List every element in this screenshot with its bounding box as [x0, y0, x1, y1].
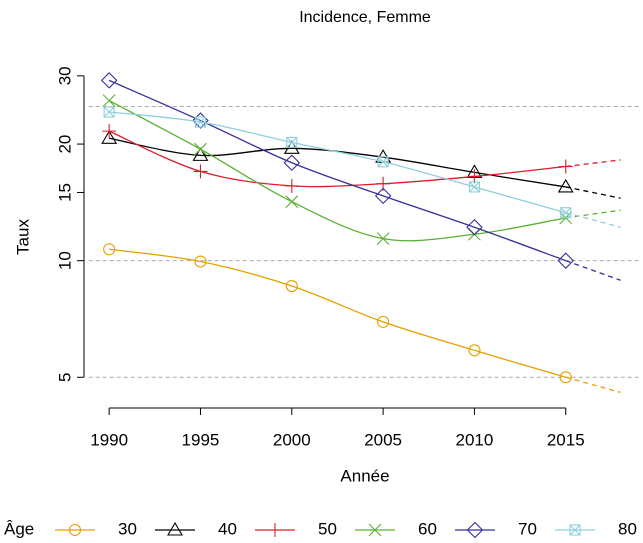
legend-label: 60 — [418, 519, 437, 538]
x-tick-label: 1990 — [90, 430, 128, 449]
marker — [285, 195, 299, 209]
y-tick-label: 30 — [55, 66, 74, 85]
marker — [283, 154, 301, 172]
series-line — [109, 248, 566, 378]
marker — [467, 169, 482, 184]
marker — [286, 136, 298, 148]
marker — [560, 207, 572, 219]
marker — [194, 142, 207, 156]
projection-line — [565, 186, 621, 199]
marker — [376, 232, 390, 246]
marker — [368, 523, 382, 537]
marker — [100, 72, 118, 89]
marker — [374, 187, 392, 205]
marker — [377, 315, 390, 328]
series-line — [108, 100, 566, 242]
marker — [268, 523, 282, 537]
legend-label: 50 — [318, 519, 337, 538]
marker — [466, 521, 484, 539]
marker — [559, 371, 572, 384]
series-line — [108, 79, 566, 262]
x-tick-label: 2005 — [364, 430, 402, 449]
marker — [101, 130, 118, 144]
legend-title: Âge — [4, 519, 34, 538]
projection-line — [565, 209, 621, 219]
y-tick-label: 10 — [55, 251, 74, 270]
marker — [284, 178, 299, 193]
marker — [103, 243, 116, 256]
marker — [192, 147, 209, 161]
marker — [285, 279, 298, 293]
projection-line — [565, 212, 621, 228]
marker — [193, 164, 208, 179]
y-tick-label: 20 — [55, 135, 74, 154]
x-tick-label: 2010 — [456, 430, 494, 449]
x-tick-label: 1995 — [182, 430, 220, 449]
projection-line — [565, 159, 621, 168]
x-axis-label: Année — [340, 466, 389, 485]
marker — [194, 255, 207, 268]
legend-label: 40 — [218, 519, 237, 538]
marker — [468, 344, 481, 357]
marker — [167, 521, 183, 536]
chart-title: Incidence, Femme — [299, 9, 431, 26]
marker — [102, 124, 117, 139]
marker — [194, 116, 207, 128]
y-tick-label: 15 — [55, 183, 74, 202]
legend-label: 70 — [518, 519, 537, 538]
marker — [557, 252, 575, 269]
marker — [466, 218, 483, 236]
marker — [377, 156, 389, 168]
projection-line — [565, 376, 621, 394]
legend-label: 80 — [618, 519, 637, 538]
y-tick-label: 5 — [55, 373, 74, 382]
marker — [558, 159, 573, 174]
x-tick-label: 2015 — [547, 430, 585, 449]
marker — [68, 523, 82, 537]
legend-label: 30 — [118, 519, 137, 538]
marker — [557, 178, 574, 193]
y-axis-label: Taux — [13, 219, 32, 255]
marker — [102, 94, 116, 107]
marker — [103, 106, 115, 118]
projection-line — [565, 260, 621, 281]
series-line — [109, 111, 566, 214]
x-tick-label: 2000 — [273, 430, 311, 449]
marker — [569, 524, 581, 536]
marker — [468, 181, 480, 193]
series-line — [108, 130, 566, 188]
